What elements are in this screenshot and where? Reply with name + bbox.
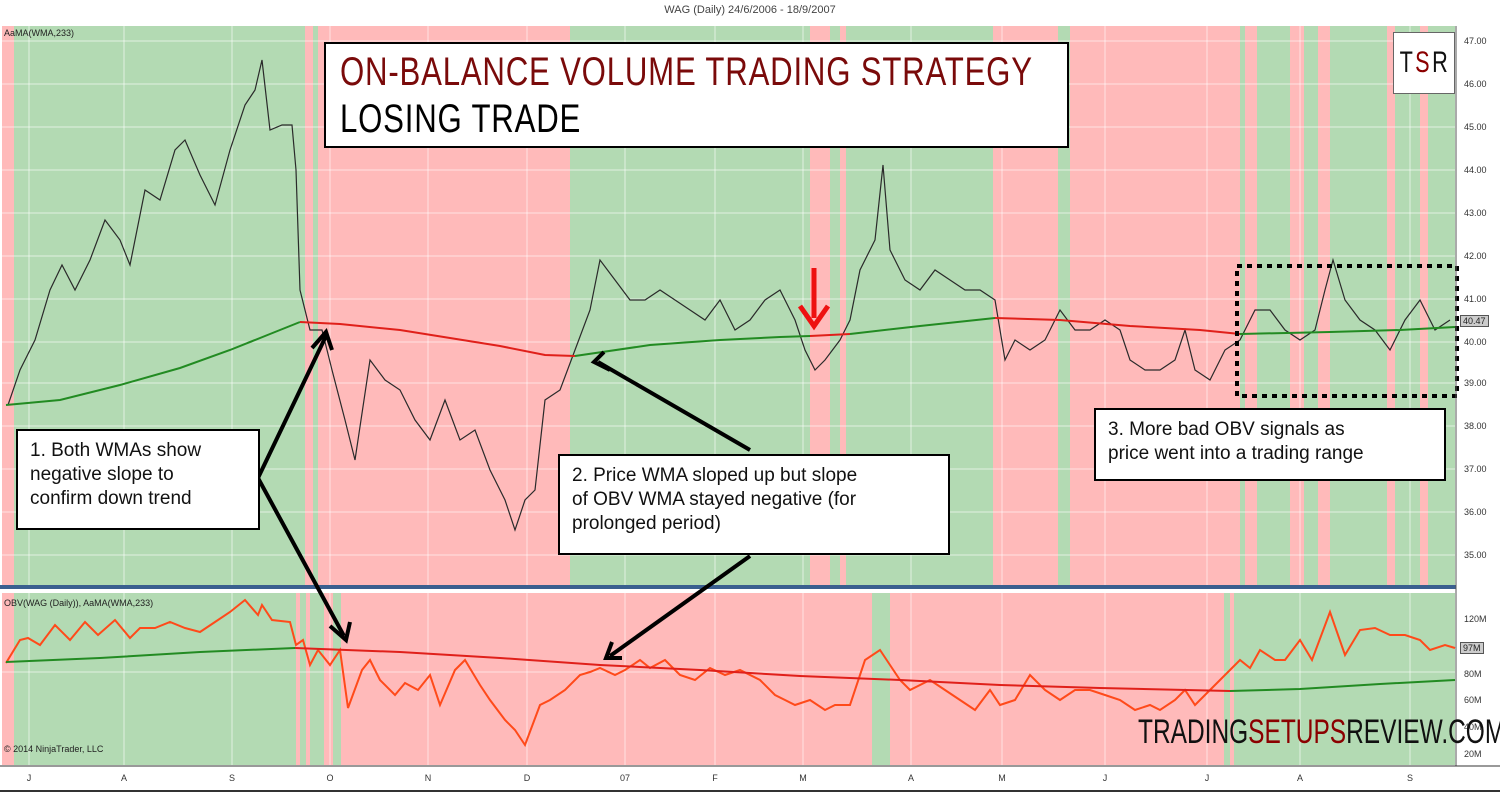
annotation-3: 3. More bad OBV signals as price went int… [1094,408,1446,481]
chart-title: WAG (Daily) 24/6/2006 - 18/9/2007 [664,4,836,16]
price-candles [7,59,1451,532]
annotation-1: 1. Both WMAs show negative slope to confir… [16,429,260,530]
entry-arrow-icon [797,268,831,331]
last-obv-tag: 97M [1460,642,1484,654]
headline-box: ON-BALANCE VOLUME TRADING STRATEGY LOSIN… [324,42,1069,148]
price-indicator-label: AaMA(WMA,233) [4,28,75,38]
obv-wma-down [294,647,1231,692]
obv-wma-up2 [1229,679,1456,692]
obv-panel-bands [2,593,1455,765]
price-wma-up3 [849,317,996,335]
price-wma-up4 [1239,326,1456,335]
price-wma-up [5,321,301,406]
headline-line2: LOSING TRADE [340,97,582,141]
price-wma-down [299,321,576,357]
obv-wma-up [5,647,296,663]
obv-indicator-label: OBV(WAG (Daily)), AaMA(WMA,233) [4,598,154,608]
annotation-2: 2. Price WMA sloped up but slope of OBV W… [558,454,950,555]
price-wma-up2 [574,335,811,357]
price-wma-flat [809,333,851,337]
annotation-arrows [256,328,752,660]
obv-line [5,598,1456,748]
brand-watermark: TRADINGSETUPSREVIEW.COM [1138,713,1500,751]
price-wma-down2 [994,317,1241,335]
headline-line1: ON-BALANCE VOLUME TRADING STRATEGY [340,50,1033,94]
last-price-tag: 40.47 [1460,315,1489,327]
copyright-notice: © 2014 NinjaTrader, LLC [4,744,104,754]
tsr-logo: TSR [1393,32,1455,94]
trading-range-box [1235,264,1459,398]
